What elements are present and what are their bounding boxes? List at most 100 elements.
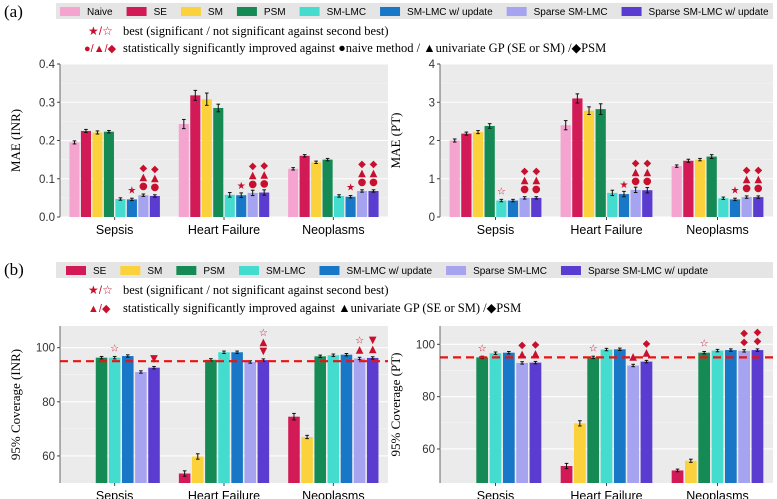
bar-sparse-sm-lmc-sepsis bbox=[135, 372, 147, 483]
bar-sm-neoplasms bbox=[694, 159, 706, 217]
significance-marker: ◆ bbox=[532, 166, 540, 177]
significance-marker: ◆ bbox=[370, 159, 378, 170]
bar-sm-lmc-w-update-sepsis bbox=[126, 199, 137, 217]
note-b-best: best (significant / not significant agai… bbox=[123, 283, 389, 297]
bar-sm-lmc-sepsis bbox=[115, 199, 126, 217]
y-tick-label: 0.0 bbox=[39, 212, 55, 224]
note-a-sig-symbols: ●/▲/◆ bbox=[84, 43, 117, 55]
significance-marker: ◆ bbox=[743, 165, 751, 176]
bar-sm-lmc-heart-failure bbox=[607, 192, 618, 217]
bar-sm-lmc-sepsis bbox=[496, 200, 507, 217]
bar-sm-heart-failure bbox=[573, 423, 586, 483]
y-tick-label: 1 bbox=[429, 174, 435, 186]
bar-sm-lmc-w-update-sepsis bbox=[507, 200, 519, 217]
y-tick-label: 0 bbox=[429, 212, 435, 224]
legend-a bbox=[56, 3, 773, 19]
x-category-label-neoplasms: Neoplasms bbox=[686, 489, 749, 499]
bar-psm-neoplasms bbox=[706, 156, 717, 217]
bar-sm-neoplasms bbox=[301, 436, 313, 483]
chart-cov_inr: 60 80 100 95% Coverage (INR) Sepsis Heart Fai… bbox=[8, 326, 388, 499]
bar-psm-sepsis bbox=[484, 125, 495, 217]
note-a-best-symbols: ★/☆ bbox=[88, 24, 113, 38]
significance-marker: ▲ bbox=[643, 348, 651, 359]
bar-naive-sepsis bbox=[69, 142, 80, 217]
bar-psm-heart-failure bbox=[213, 107, 224, 217]
significance-marker: ● bbox=[248, 179, 257, 190]
significance-marker: ☆ bbox=[589, 343, 598, 354]
significance-marker: ▲ bbox=[518, 349, 526, 360]
significance-marker: ▲ bbox=[249, 170, 257, 181]
significance-marker: ● bbox=[631, 176, 640, 187]
legend-swatch-naive bbox=[60, 7, 80, 16]
bar-sm-lmc-w-update-neoplasms bbox=[340, 354, 353, 483]
significance-marker: ● bbox=[260, 179, 269, 190]
significance-marker: ▼ bbox=[260, 346, 268, 357]
bar-sm-lmc-w-update-heart-failure bbox=[231, 352, 243, 483]
y-tick-label: 0.3 bbox=[39, 97, 55, 109]
x-category-label-sepsis: Sepsis bbox=[477, 223, 515, 237]
significance-marker: ▲ bbox=[358, 168, 366, 179]
bar-sparse-sm-lmc-heart-failure bbox=[247, 192, 258, 217]
legend-label-sparse-sm-lmc-w-update: Sparse SM-LMC w/ update bbox=[588, 266, 708, 277]
significance-marker: ◆ bbox=[643, 158, 651, 169]
significance-marker: ▲ bbox=[260, 170, 268, 181]
y-axis-label: 95% Coverage (INR) bbox=[8, 349, 23, 460]
bar-sparse-sm-lmc-w-update-sepsis bbox=[531, 197, 542, 217]
x-category-label-sepsis: Sepsis bbox=[96, 489, 134, 499]
legend-label-se: SE bbox=[93, 266, 107, 277]
y-tick-label: 0.1 bbox=[39, 174, 55, 186]
bar-sm-lmc-heart-failure bbox=[224, 194, 235, 217]
bar-se-neoplasms bbox=[299, 155, 310, 217]
bar-naive-heart-failure bbox=[560, 125, 571, 217]
bar-se-sepsis bbox=[80, 130, 92, 217]
bar-sparse-sm-lmc-w-update-heart-failure bbox=[257, 360, 270, 483]
legend-label-sparse-sm-lmc: Sparse SM-LMC bbox=[473, 266, 547, 277]
significance-marker: ◆ bbox=[521, 166, 529, 177]
bar-naive-neoplasms bbox=[288, 168, 299, 217]
bar-sm-neoplasms bbox=[311, 162, 322, 217]
bar-sm-lmc-sepsis bbox=[489, 353, 502, 483]
bar-sm-lmc-w-update-neoplasms bbox=[729, 199, 741, 217]
legend-swatch-sm bbox=[120, 266, 141, 275]
significance-marker: ◆ bbox=[140, 163, 148, 174]
significance-marker: ☆ bbox=[110, 344, 119, 355]
chart-mae_pt: 0 1 2 3 4 MAE (PT) Sepsis Heart Failure Neoplasm… bbox=[388, 59, 773, 237]
significance-marker: ▲ bbox=[643, 167, 651, 178]
bar-sm-lmc-sepsis bbox=[108, 357, 121, 483]
significance-marker: ▲ bbox=[356, 344, 364, 355]
legend-swatch-sparse-sm-lmc-w-update bbox=[621, 7, 642, 16]
legend-label-se: SE bbox=[154, 7, 168, 18]
bar-sparse-sm-lmc-w-update-neoplasms bbox=[753, 197, 764, 217]
bar-sm-lmc-w-update-neoplasms bbox=[345, 196, 356, 217]
significance-marker: ▲ bbox=[632, 167, 640, 178]
legend-label-psm: PSM bbox=[264, 7, 286, 18]
x-category-label-heart-failure: Heart Failure bbox=[188, 223, 260, 237]
legend-label-sparse-sm-lmc: Sparse SM-LMC bbox=[534, 7, 608, 18]
legend-swatch-psm bbox=[236, 7, 257, 16]
legend-label-sm: SM bbox=[208, 7, 223, 18]
significance-marker: ☆ bbox=[259, 328, 268, 339]
bar-sm-lmc-neoplasms bbox=[327, 355, 340, 483]
bar-sparse-sm-lmc-w-update-sepsis bbox=[148, 367, 160, 483]
bar-se-neoplasms bbox=[288, 416, 300, 483]
significance-marker: ● bbox=[358, 177, 367, 188]
significance-marker: ▲ bbox=[370, 168, 378, 179]
legend-label-sm-lmc: SM-LMC bbox=[327, 7, 366, 18]
legend-label-naive: Naive bbox=[87, 7, 113, 18]
bar-psm-heart-failure bbox=[205, 359, 217, 483]
y-axis-label: MAE (PT) bbox=[388, 113, 403, 169]
significance-marker: ● bbox=[532, 184, 541, 195]
bar-se-heart-failure bbox=[560, 465, 573, 483]
bar-sm-lmc-w-update-heart-failure bbox=[613, 349, 626, 483]
legend-swatch-se bbox=[66, 266, 86, 275]
significance-marker: ● bbox=[150, 182, 159, 193]
significance-marker: ▲ bbox=[521, 175, 529, 186]
x-category-label-sepsis: Sepsis bbox=[96, 223, 134, 237]
legend-label-sm-lmc-w-update: SM-LMC w/ update bbox=[346, 266, 432, 277]
y-tick-label: 60 bbox=[42, 451, 55, 463]
significance-marker: ▲ bbox=[743, 174, 751, 185]
bar-se-heart-failure bbox=[190, 95, 201, 217]
bar-sparse-sm-lmc-w-update-heart-failure bbox=[259, 192, 270, 217]
legend-swatch-se bbox=[126, 7, 147, 16]
